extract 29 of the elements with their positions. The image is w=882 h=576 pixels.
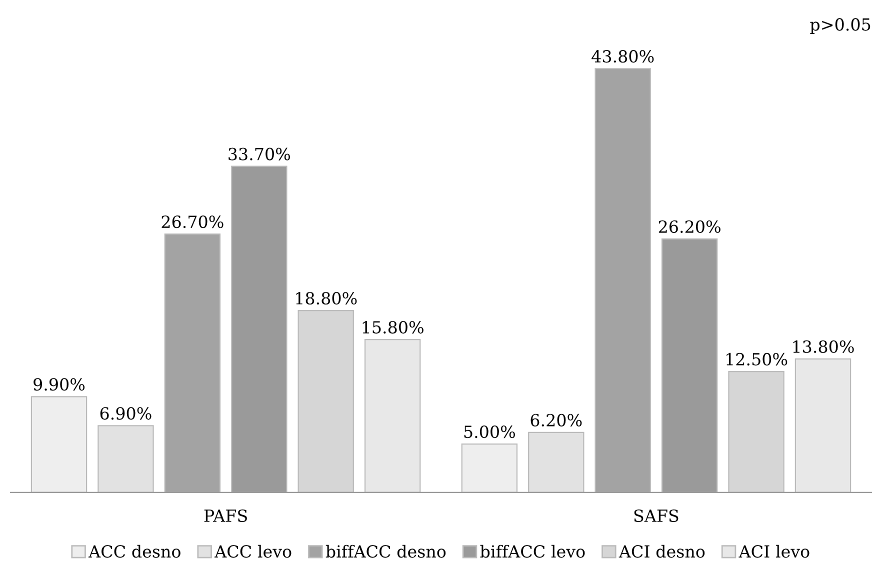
legend-label: biffACC desno xyxy=(326,544,446,558)
bar xyxy=(98,425,154,492)
data-label: 15.80% xyxy=(362,320,424,334)
data-label: 13.80% xyxy=(793,340,854,353)
bar xyxy=(461,444,518,492)
bar xyxy=(528,432,584,492)
bar xyxy=(298,310,354,492)
data-label: 43.80% xyxy=(592,50,654,63)
data-label: 6.90% xyxy=(100,407,152,420)
data-label: 5.00% xyxy=(464,425,515,438)
bar xyxy=(364,339,421,492)
bar xyxy=(30,396,88,492)
x-tick-label: PAFS xyxy=(204,509,247,522)
x-tick-label: SAFS xyxy=(634,509,678,522)
data-label: 12.50% xyxy=(726,352,788,366)
data-label: 9.90% xyxy=(34,378,85,391)
legend-label: ACC desno xyxy=(88,544,180,558)
data-label: 6.20% xyxy=(530,414,582,426)
legend-label: ACI levo xyxy=(738,544,810,558)
bar xyxy=(794,358,852,492)
text: p>0.05 xyxy=(810,18,870,34)
legend-label: ACI desno xyxy=(618,544,705,558)
data-label: 33.70% xyxy=(228,148,290,160)
data-label: 18.80% xyxy=(296,292,357,305)
data-label: 26.70% xyxy=(162,215,224,228)
legend-label: biffACC levo xyxy=(480,544,585,558)
data-label: 26.20% xyxy=(658,220,720,233)
bar xyxy=(728,370,784,492)
legend-label: ACC levo xyxy=(214,544,292,558)
